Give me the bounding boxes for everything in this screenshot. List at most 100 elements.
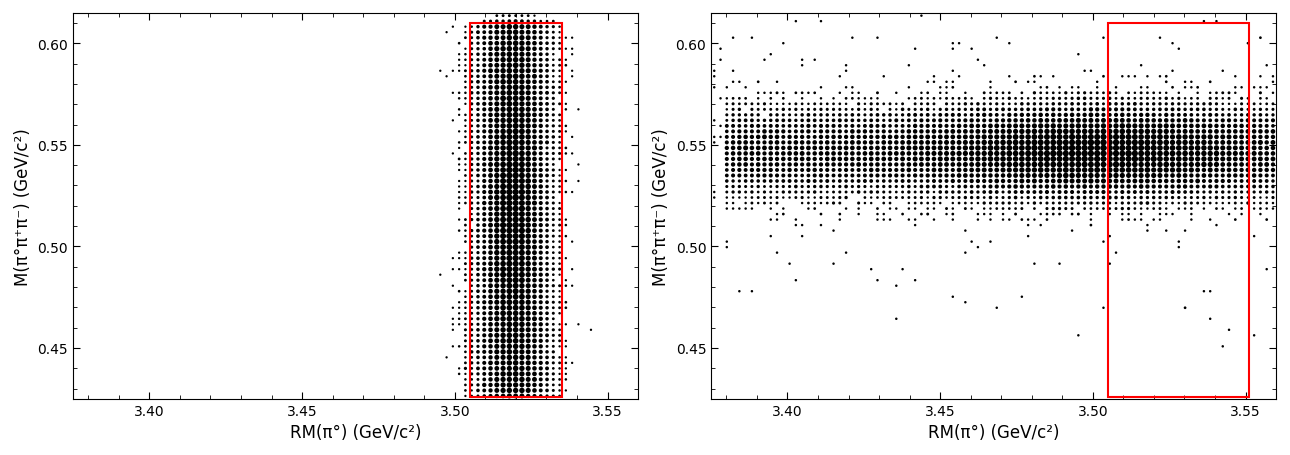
Point — [530, 134, 551, 141]
Point — [1042, 189, 1063, 196]
Point — [462, 30, 482, 37]
Point — [1081, 156, 1102, 163]
Point — [1131, 112, 1152, 119]
Point — [704, 139, 725, 147]
Point — [924, 194, 944, 202]
Point — [766, 162, 787, 169]
Point — [499, 200, 520, 207]
Point — [755, 145, 775, 152]
Point — [998, 40, 1019, 48]
Point — [517, 134, 538, 141]
Point — [886, 167, 907, 174]
Point — [462, 288, 482, 295]
Point — [449, 112, 470, 119]
Point — [1219, 200, 1240, 207]
Point — [506, 272, 526, 279]
Point — [506, 392, 526, 399]
Point — [530, 40, 551, 48]
Point — [1156, 79, 1176, 86]
Point — [1068, 112, 1089, 119]
Point — [1263, 73, 1284, 81]
Point — [499, 387, 520, 394]
Point — [1149, 183, 1170, 191]
Point — [773, 139, 793, 147]
Point — [499, 19, 520, 26]
Point — [1112, 211, 1133, 218]
Point — [1024, 145, 1045, 152]
Point — [943, 200, 964, 207]
Point — [1106, 249, 1126, 257]
Point — [742, 139, 762, 147]
Point — [1206, 123, 1227, 130]
Point — [829, 211, 850, 218]
Point — [1237, 117, 1258, 125]
Point — [480, 211, 501, 218]
Point — [987, 167, 1007, 174]
Point — [948, 134, 969, 141]
Point — [1118, 145, 1139, 152]
Point — [1106, 128, 1126, 136]
Point — [974, 172, 995, 180]
Point — [473, 156, 494, 163]
Point — [955, 299, 975, 306]
Point — [766, 151, 787, 158]
Point — [499, 106, 520, 114]
Point — [993, 151, 1014, 158]
Point — [810, 112, 831, 119]
Point — [1156, 117, 1176, 125]
Point — [930, 134, 951, 141]
Point — [524, 90, 544, 97]
Point — [842, 167, 863, 174]
Point — [550, 156, 570, 163]
Point — [493, 57, 513, 64]
Point — [854, 194, 875, 202]
Point — [524, 228, 544, 235]
Point — [1118, 217, 1139, 224]
Point — [842, 139, 863, 147]
Point — [729, 101, 749, 108]
Point — [735, 162, 756, 169]
Point — [961, 46, 982, 53]
Point — [849, 151, 869, 158]
Point — [948, 151, 969, 158]
Point — [786, 222, 806, 229]
Point — [1193, 194, 1214, 202]
Point — [449, 288, 470, 295]
Point — [773, 178, 793, 185]
Point — [1131, 85, 1152, 92]
Point — [462, 79, 482, 86]
Point — [1018, 162, 1038, 169]
Point — [1068, 211, 1089, 218]
Point — [1042, 178, 1063, 185]
Point — [1042, 162, 1063, 169]
Point — [886, 101, 907, 108]
Point — [1125, 167, 1146, 174]
Point — [1018, 217, 1038, 224]
Point — [867, 128, 888, 136]
Point — [543, 101, 564, 108]
Point — [1062, 145, 1082, 152]
Point — [543, 304, 564, 312]
Point — [1175, 123, 1196, 130]
Point — [524, 40, 544, 48]
Point — [937, 172, 957, 180]
Point — [517, 299, 538, 306]
Point — [998, 151, 1019, 158]
Point — [1193, 189, 1214, 196]
Point — [468, 354, 489, 361]
Point — [1075, 206, 1095, 213]
Point — [760, 134, 780, 141]
Point — [1187, 96, 1207, 103]
Point — [943, 183, 964, 191]
Point — [729, 117, 749, 125]
Point — [904, 167, 925, 174]
Point — [1263, 200, 1284, 207]
Point — [1162, 85, 1183, 92]
Point — [1175, 151, 1196, 158]
Point — [893, 106, 913, 114]
Point — [473, 101, 494, 108]
Point — [1219, 145, 1240, 152]
Point — [1068, 156, 1089, 163]
Point — [1068, 96, 1089, 103]
Point — [1005, 172, 1026, 180]
